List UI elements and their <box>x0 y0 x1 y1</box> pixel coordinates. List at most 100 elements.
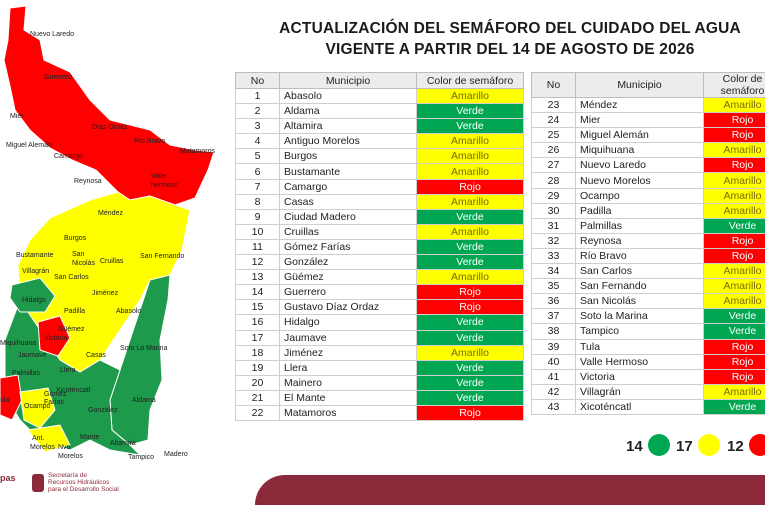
map-label-nuevo-laredo: Nuevo Laredo <box>30 31 74 38</box>
semaforo-color: Amarillo <box>704 173 765 188</box>
row-number: 32 <box>532 233 576 248</box>
map-label-san-1: San <box>72 251 85 258</box>
map-label-villagran: Villagrán <box>22 268 49 275</box>
row-number: 39 <box>532 339 576 354</box>
map-label-jimenez: Jiménez <box>92 290 119 297</box>
row-number: 29 <box>532 188 576 203</box>
semaforo-color: Verde <box>704 309 765 324</box>
row-number: 15 <box>236 300 280 315</box>
semaforo-color: Verde <box>704 399 765 414</box>
semaforo-color: Rojo <box>417 300 524 315</box>
municipio-name: Tula <box>576 339 704 354</box>
row-number: 25 <box>532 128 576 143</box>
map-label-tula: ula <box>0 397 9 404</box>
row-number: 8 <box>236 194 280 209</box>
header-no: No <box>532 73 576 98</box>
municipio-name: Abasolo <box>280 89 417 104</box>
semaforo-color: Verde <box>417 375 524 390</box>
row-number: 43 <box>532 399 576 414</box>
map-label-gomez: Gómez <box>44 391 67 398</box>
semaforo-color: Amarillo <box>704 384 765 399</box>
municipio-name: Méndez <box>576 98 704 113</box>
municipio-name: Gómez Farías <box>280 239 417 254</box>
map-label-cruillas: Cruillas <box>100 258 124 265</box>
municipio-name: Nuevo Laredo <box>576 158 704 173</box>
map-label-miguel-aleman: Miguel Alemán <box>6 142 52 149</box>
footer-logo-left: pas <box>0 475 16 482</box>
row-number: 35 <box>532 279 576 294</box>
municipio-name: Mier <box>576 113 704 128</box>
row-number: 42 <box>532 384 576 399</box>
map-label-reynosa: Reynosa <box>74 178 102 185</box>
map-label-miquihuana: Miquihuana <box>0 340 36 347</box>
row-number: 20 <box>236 375 280 390</box>
municipio-name: Casas <box>280 194 417 209</box>
semaforo-color: Verde <box>704 218 765 233</box>
municipio-name: Ciudad Madero <box>280 209 417 224</box>
municipio-name: San Fernando <box>576 279 704 294</box>
secretaria-line-3: para el Desarrollo Social <box>48 486 119 493</box>
municipio-name: Aldama <box>280 104 417 119</box>
row-number: 14 <box>236 285 280 300</box>
semaforo-color: Rojo <box>417 405 524 420</box>
municipio-name: Ocampo <box>576 188 704 203</box>
map-label-aldama: Aldama <box>132 397 156 404</box>
semaforo-color: Amarillo <box>417 224 524 239</box>
row-number: 16 <box>236 315 280 330</box>
semaforo-color: Rojo <box>704 339 765 354</box>
row-number: 19 <box>236 360 280 375</box>
row-number: 7 <box>236 179 280 194</box>
semaforo-color: Verde <box>417 330 524 345</box>
semaforo-color: Verde <box>417 119 524 134</box>
map-label-soto-la-marina: Soto La Marina <box>120 345 168 352</box>
row-number: 22 <box>236 405 280 420</box>
table-header-row: No Municipio Color de semáforo <box>532 73 765 98</box>
row-number: 36 <box>532 294 576 309</box>
semaforo-color: Rojo <box>417 285 524 300</box>
semaforo-color: Rojo <box>417 179 524 194</box>
map-label-san-2: Nicolás <box>72 260 95 267</box>
map-label-jaumave: Jaumave <box>18 352 47 359</box>
semaforo-color: Verde <box>704 324 765 339</box>
municipio-name: Victoria <box>576 369 704 384</box>
semaforo-color: Verde <box>417 315 524 330</box>
row-number: 40 <box>532 354 576 369</box>
map-label-padilla: Padilla <box>64 308 85 315</box>
municipio-name: Miquihuana <box>576 143 704 158</box>
row-number: 6 <box>236 164 280 179</box>
map-label-ant: Ant. <box>32 435 45 442</box>
row-number: 31 <box>532 218 576 233</box>
row-number: 23 <box>532 98 576 113</box>
map-label-morelos: Morelos <box>30 444 55 451</box>
municipio-name: Tampico <box>576 324 704 339</box>
map-label-gonzalez: González <box>88 407 118 414</box>
row-number: 3 <box>236 119 280 134</box>
semaforo-color: Rojo <box>704 369 765 384</box>
map-label-llera: Llera <box>60 367 76 374</box>
row-number: 28 <box>532 173 576 188</box>
header-color: Color de semáforo <box>417 73 524 89</box>
header-municipio: Municipio <box>280 73 417 89</box>
municipio-name: Llera <box>280 360 417 375</box>
municipio-name: Soto la Marina <box>576 309 704 324</box>
municipio-name: Xicoténcatl <box>576 399 704 414</box>
